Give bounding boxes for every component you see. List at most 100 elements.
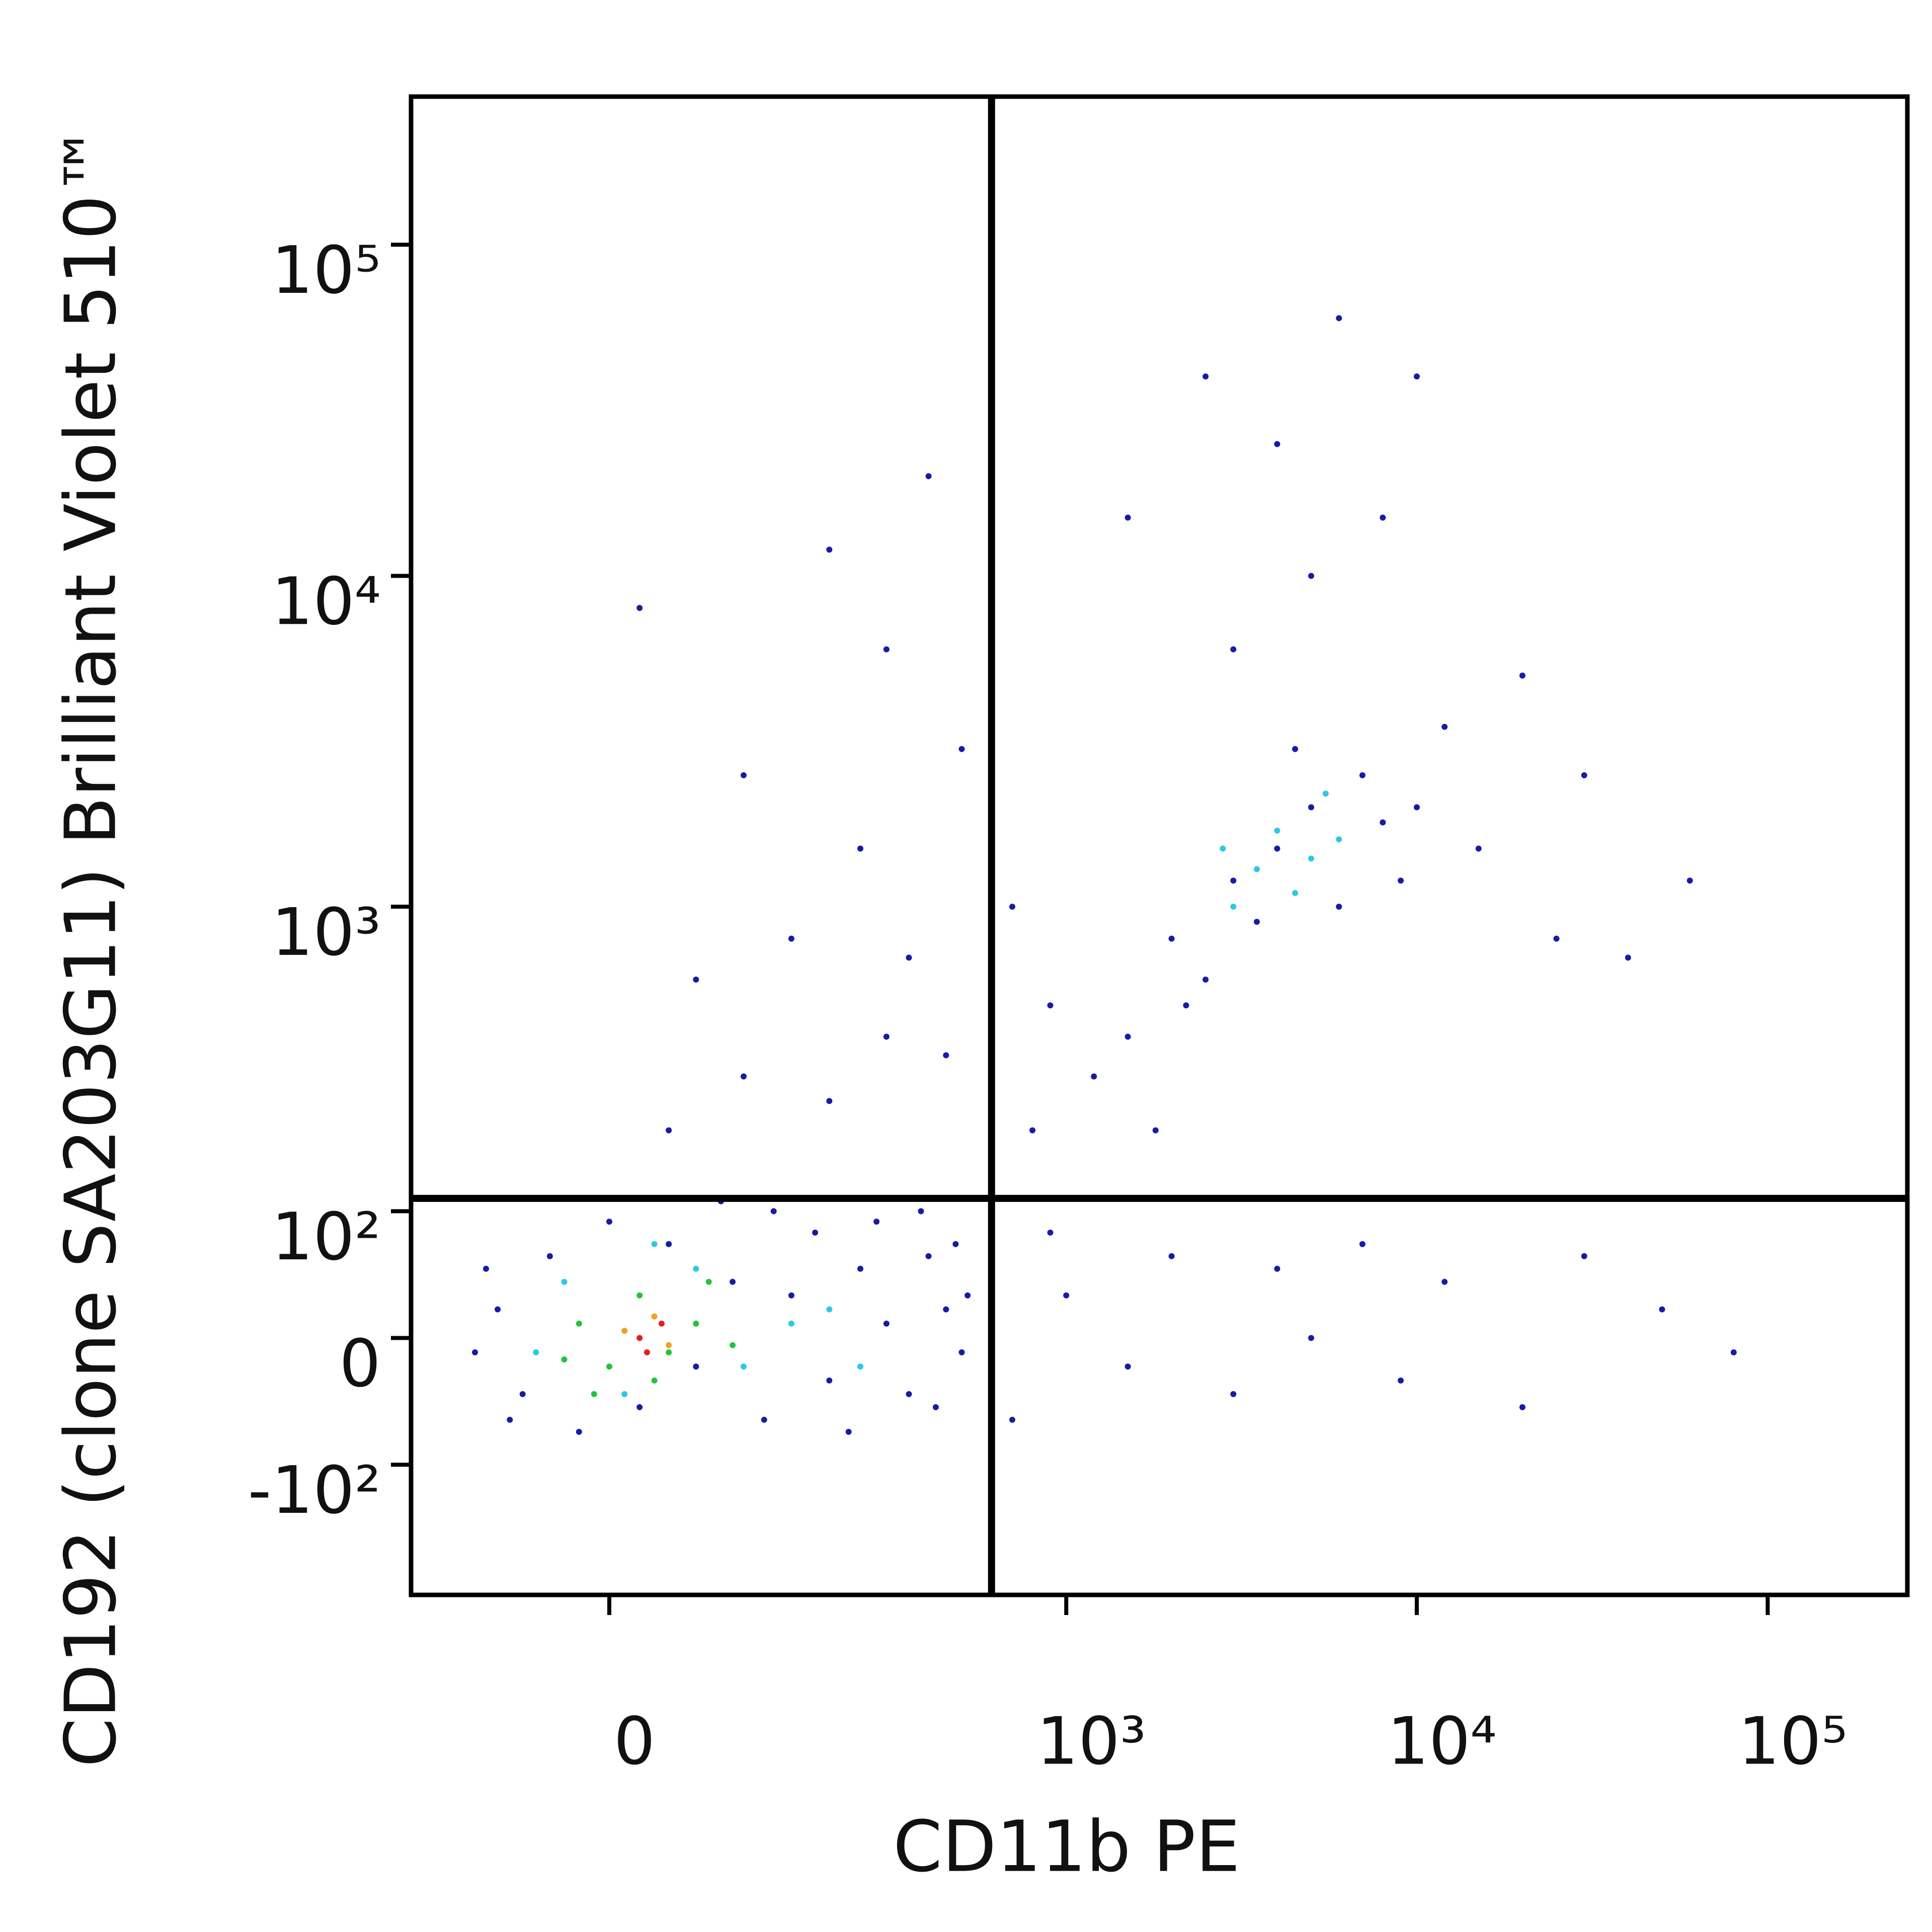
event-dot	[1168, 935, 1175, 942]
event-dot	[1308, 855, 1315, 862]
event-dot	[651, 1241, 658, 1247]
event-dot	[1380, 514, 1386, 521]
event-dot	[788, 935, 794, 942]
plot-frame	[409, 94, 1910, 1597]
event-dot	[1202, 976, 1209, 983]
event-dot	[873, 1219, 880, 1225]
x-tick-label: 10⁵	[1738, 1703, 1848, 1780]
event-dot	[1168, 1253, 1175, 1259]
event-dot	[1292, 746, 1299, 752]
event-dot	[1308, 573, 1315, 579]
event-dot	[1220, 845, 1226, 852]
event-dot	[845, 1428, 852, 1435]
event-dot	[1336, 904, 1342, 910]
event-dot	[741, 772, 747, 778]
event-dot	[932, 1404, 939, 1410]
event-dot	[1029, 1127, 1036, 1134]
event-dot	[770, 1208, 777, 1215]
event-dot	[788, 1320, 794, 1327]
event-dot	[507, 1416, 513, 1423]
event-dot	[952, 1241, 959, 1247]
event-dot	[495, 1306, 501, 1313]
event-dot	[1047, 1002, 1054, 1009]
x-tick-label: 10⁴	[1387, 1703, 1497, 1780]
event-dot	[1413, 373, 1420, 380]
event-dot	[943, 1052, 949, 1059]
event-dot	[1730, 1349, 1737, 1355]
event-dot	[576, 1428, 582, 1435]
event-dot	[666, 1127, 672, 1134]
event-dot	[1519, 1404, 1525, 1410]
event-dot	[1398, 877, 1404, 884]
event-dot	[1292, 890, 1299, 897]
event-dot	[1230, 877, 1237, 884]
event-dot	[883, 646, 890, 653]
event-dot	[1441, 1278, 1448, 1285]
event-dot	[1581, 1253, 1587, 1259]
event-dot	[943, 1306, 949, 1313]
event-dot	[1202, 373, 1209, 380]
event-dot	[561, 1356, 568, 1363]
event-dot	[1152, 1127, 1159, 1134]
event-dot	[621, 1391, 628, 1397]
event-dot	[636, 1292, 643, 1299]
event-dot	[693, 1265, 699, 1272]
y-tick-label: 10⁵	[271, 232, 381, 308]
event-dot	[1308, 1335, 1315, 1341]
event-dot	[857, 1363, 864, 1370]
event-dot	[741, 1073, 747, 1080]
event-dot	[1274, 845, 1280, 852]
y-tick-label: -10²	[248, 1452, 381, 1528]
event-dot	[1441, 723, 1448, 730]
event-dot	[636, 1335, 643, 1341]
event-dot	[591, 1391, 597, 1397]
event-dot	[651, 1313, 658, 1320]
event-dot	[1124, 1363, 1131, 1370]
event-dot	[1230, 646, 1237, 653]
y-tick-label: 0	[339, 1325, 381, 1402]
event-dot	[857, 1265, 864, 1272]
event-dot	[666, 1342, 672, 1348]
event-dot	[1359, 1241, 1365, 1247]
event-dot	[705, 1278, 712, 1285]
event-dot	[621, 1328, 628, 1334]
event-dot	[1183, 1002, 1189, 1009]
event-dot	[1398, 1377, 1404, 1384]
event-dot	[666, 1349, 672, 1355]
event-dot	[1336, 315, 1342, 321]
event-dot	[741, 1363, 747, 1370]
event-dot	[483, 1265, 490, 1272]
event-dot	[1359, 772, 1365, 778]
x-tick-label: 0	[614, 1703, 656, 1780]
event-dot	[883, 1320, 890, 1327]
event-dot	[693, 1320, 699, 1327]
event-dot	[561, 1278, 568, 1285]
event-dot	[546, 1253, 553, 1259]
event-dot	[666, 1241, 672, 1247]
event-dot	[925, 473, 932, 479]
event-dot	[1519, 672, 1525, 679]
event-dot	[533, 1349, 539, 1355]
event-dot	[1413, 804, 1420, 811]
event-dot	[472, 1349, 478, 1355]
x-tick-label: 10³	[1036, 1703, 1146, 1780]
event-dot	[857, 845, 864, 852]
event-dot	[693, 976, 699, 983]
event-dot	[576, 1320, 582, 1327]
event-dot	[1274, 441, 1280, 447]
event-dot	[1308, 804, 1315, 811]
event-dot	[730, 1342, 736, 1348]
event-dot	[1322, 790, 1329, 797]
event-dot	[1009, 1416, 1015, 1423]
event-dot	[1047, 1229, 1054, 1236]
event-dot	[826, 1377, 833, 1384]
event-dot	[812, 1229, 819, 1236]
y-tick-label: 10²	[271, 1198, 381, 1275]
event-dot	[761, 1416, 767, 1423]
y-tick-label: 10⁴	[271, 563, 381, 639]
event-dot	[958, 746, 965, 752]
event-dot	[1336, 836, 1342, 843]
y-axis-title: CD192 (clone SA203G11) Brilliant Violet …	[50, 125, 132, 1767]
